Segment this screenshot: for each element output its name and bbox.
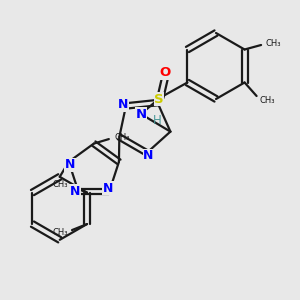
Text: CH₃: CH₃ (266, 39, 281, 48)
Text: CH₃: CH₃ (114, 133, 130, 142)
Text: CH₃: CH₃ (52, 228, 68, 237)
Text: N: N (143, 149, 154, 162)
Text: CH₃: CH₃ (260, 96, 275, 105)
Text: O: O (159, 66, 170, 79)
Text: H: H (153, 113, 162, 127)
Text: CH₃: CH₃ (52, 180, 68, 189)
Text: N: N (103, 182, 113, 195)
Text: S: S (154, 92, 164, 106)
Text: N: N (65, 158, 75, 171)
Text: N: N (70, 185, 80, 198)
Text: N: N (118, 98, 128, 111)
Text: N: N (135, 107, 146, 121)
